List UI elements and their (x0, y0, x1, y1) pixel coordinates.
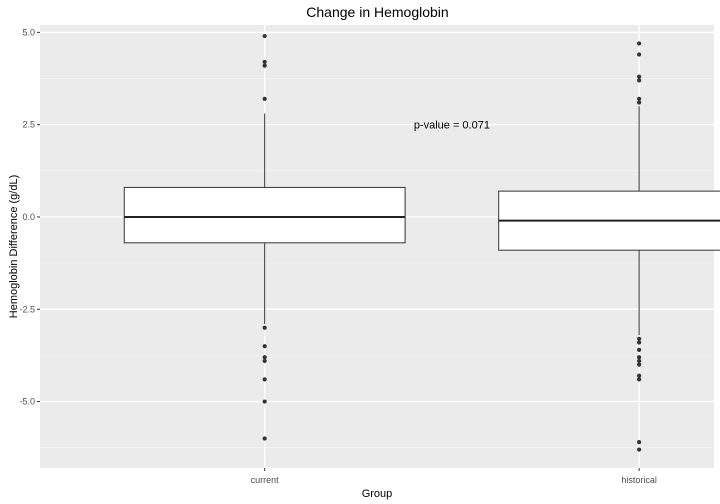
outlier-point (637, 440, 642, 445)
outlier-point (637, 340, 642, 345)
y-tick-label: -5.0 (19, 397, 35, 407)
outlier-point (637, 377, 642, 382)
outlier-point (637, 78, 642, 83)
x-tick-label: historical (621, 475, 657, 485)
outlier-point (262, 96, 267, 101)
outlier-point (262, 399, 267, 404)
outlier-point (637, 447, 642, 452)
grid-minor (40, 78, 714, 449)
y-axis: -5.0 -2.5 0.0 2.5 5.0 (19, 27, 40, 407)
box-historical (498, 41, 720, 452)
outlier-point (637, 96, 642, 101)
boxes-layer (123, 33, 720, 452)
outlier-point (262, 33, 267, 39)
y-tick-label: -2.5 (19, 304, 35, 314)
x-axis: current historical (251, 468, 657, 485)
outlier-point (262, 344, 267, 349)
x-axis-title: Group (362, 488, 393, 500)
outlier-point (637, 52, 642, 57)
y-tick-label: 2.5 (22, 120, 35, 130)
outlier-point (262, 436, 267, 441)
outlier-point (637, 74, 642, 79)
outlier-point (262, 59, 267, 65)
outlier-point (262, 377, 267, 382)
outlier-point (262, 63, 267, 68)
outlier-point (262, 355, 267, 360)
outlier-point (637, 362, 642, 367)
x-tick-label: current (251, 475, 280, 485)
outlier-point (637, 347, 642, 352)
outlier-point (637, 355, 642, 360)
outlier-point (637, 358, 642, 364)
outlier-point (262, 325, 267, 330)
outlier-point (637, 373, 642, 378)
box-current (123, 33, 406, 441)
y-tick-label: 5.0 (22, 27, 35, 37)
chart-title: Change in Hemoglobin (306, 4, 448, 20)
box-iqr (123, 186, 406, 244)
outlier-point (637, 100, 642, 105)
outlier-point (262, 358, 267, 364)
y-tick-label: 0.0 (22, 212, 35, 222)
p-value-annotation: p-value = 0.071 (414, 120, 490, 132)
outlier-point (637, 336, 642, 341)
y-axis-title: Hemoglobin Difference (g/dL) (8, 175, 20, 318)
outlier-point (637, 41, 642, 46)
